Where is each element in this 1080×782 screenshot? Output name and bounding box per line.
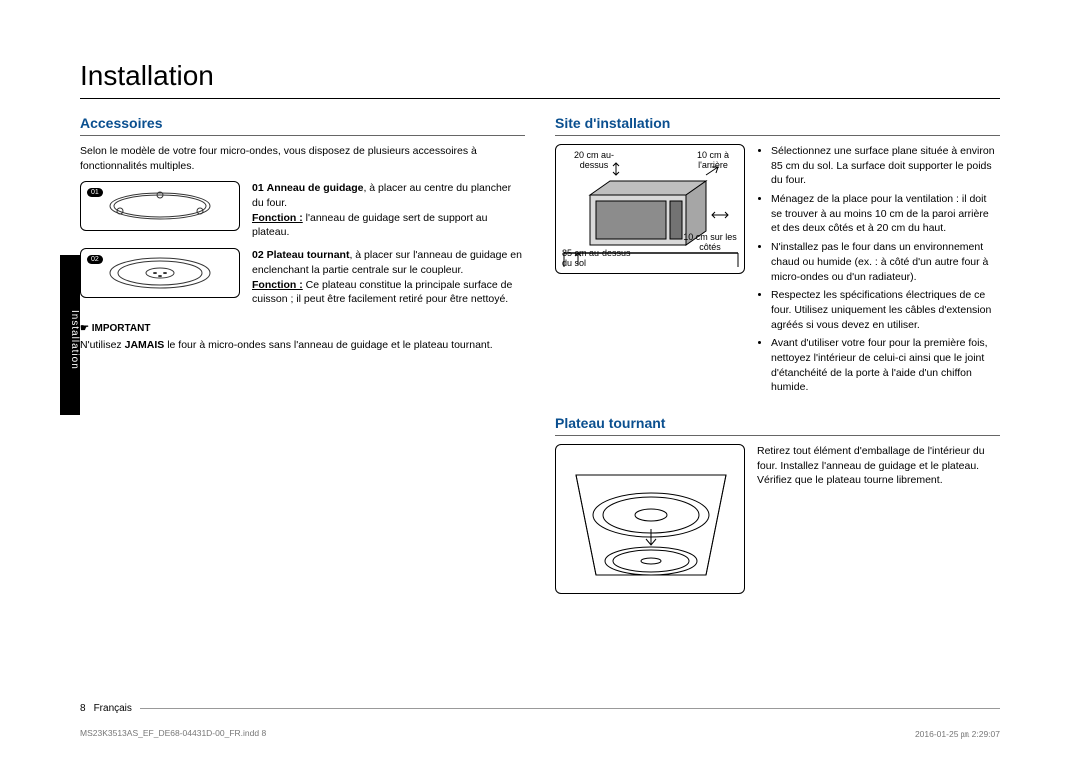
accessory-number-badge: 02 — [87, 255, 103, 264]
important-post: le four à micro-ondes sans l'anneau de g… — [164, 339, 492, 351]
accessories-intro: Selon le modèle de votre four micro-onde… — [80, 144, 525, 173]
turntable-install-diagram — [555, 444, 745, 594]
timestamp: 2016-01-25 ㏘ 2:29:07 — [915, 728, 1000, 740]
page-title: Installation — [80, 60, 1000, 99]
clearance-floor-label: 85 cm au-dessus du sol — [562, 249, 640, 269]
guide-ring-illustration: 01 — [80, 181, 240, 231]
list-item: Sélectionnez une surface plane située à … — [771, 144, 1000, 188]
accessory-num-inline: 02 — [252, 249, 264, 261]
accessories-heading: Accessoires — [80, 115, 525, 136]
page-content: Installation Installation Accessoires Se… — [80, 60, 1000, 740]
list-item: N'installez pas le four dans un environn… — [771, 240, 1000, 284]
important-text: N'utilisez JAMAIS le four à micro-ondes … — [80, 338, 525, 353]
page-language: Français — [94, 703, 132, 714]
function-label: Fonction : — [252, 279, 303, 291]
turntable-plate-icon — [105, 254, 215, 292]
turntable-illustration: 02 — [80, 248, 240, 298]
clearance-back-label: 10 cm à l'arrière — [688, 151, 738, 171]
accessory-row: 02 02 Plateau tournant, à placer sur l'a… — [80, 248, 525, 307]
important-pre: N'utilisez — [80, 339, 125, 351]
clearance-side-label: 10 cm sur les côtés — [682, 233, 738, 253]
site-bullets: Sélectionnez une surface plane située à … — [757, 144, 1000, 399]
side-tab: Installation — [60, 255, 80, 415]
accessory-name: Anneau de guidage — [267, 182, 364, 194]
clearance-top-label: 20 cm au-dessus — [564, 151, 624, 171]
function-label: Fonction : — [252, 212, 303, 224]
page-number: 8 — [80, 703, 86, 714]
right-column: Site d'installation — [555, 111, 1000, 594]
turntable-text: Retirez tout élément d'emballage de l'in… — [757, 444, 1000, 594]
two-column-layout: Accessoires Selon le modèle de votre fou… — [80, 111, 1000, 594]
important-heading: IMPORTANT — [80, 323, 525, 334]
site-section: 20 cm au-dessus 10 cm à l'arrière 85 cm … — [555, 144, 1000, 399]
list-item: Ménagez de la place pour la ventilation … — [771, 192, 1000, 236]
clearance-diagram: 20 cm au-dessus 10 cm à l'arrière 85 cm … — [555, 144, 745, 274]
guide-ring-icon — [105, 189, 215, 223]
turntable-heading: Plateau tournant — [555, 415, 1000, 436]
turntable-install-icon — [556, 445, 746, 595]
accessory-row: 01 01 Anneau de guidage, à placer au cen… — [80, 181, 525, 240]
list-item: Avant d'utiliser votre four pour la prem… — [771, 336, 1000, 395]
important-bold: JAMAIS — [125, 339, 165, 351]
accessory-name: Plateau tournant — [267, 249, 350, 261]
accessory-description: 01 Anneau de guidage, à placer au centre… — [252, 181, 525, 240]
list-item: Respectez les spécifications électriques… — [771, 288, 1000, 332]
accessory-description: 02 Plateau tournant, à placer sur l'anne… — [252, 248, 525, 307]
left-column: Accessoires Selon le modèle de votre fou… — [80, 111, 525, 594]
accessory-num-inline: 01 — [252, 182, 264, 194]
accessory-number-badge: 01 — [87, 188, 103, 197]
footer-rule — [140, 708, 1000, 709]
source-file: MS23K3513AS_EF_DE68-04431D-00_FR.indd 8 — [80, 728, 266, 740]
turntable-section: Retirez tout élément d'emballage de l'in… — [555, 444, 1000, 594]
print-metadata: MS23K3513AS_EF_DE68-04431D-00_FR.indd 8 … — [80, 728, 1000, 740]
site-heading: Site d'installation — [555, 115, 1000, 136]
page-footer: 8 Français — [80, 703, 1000, 714]
